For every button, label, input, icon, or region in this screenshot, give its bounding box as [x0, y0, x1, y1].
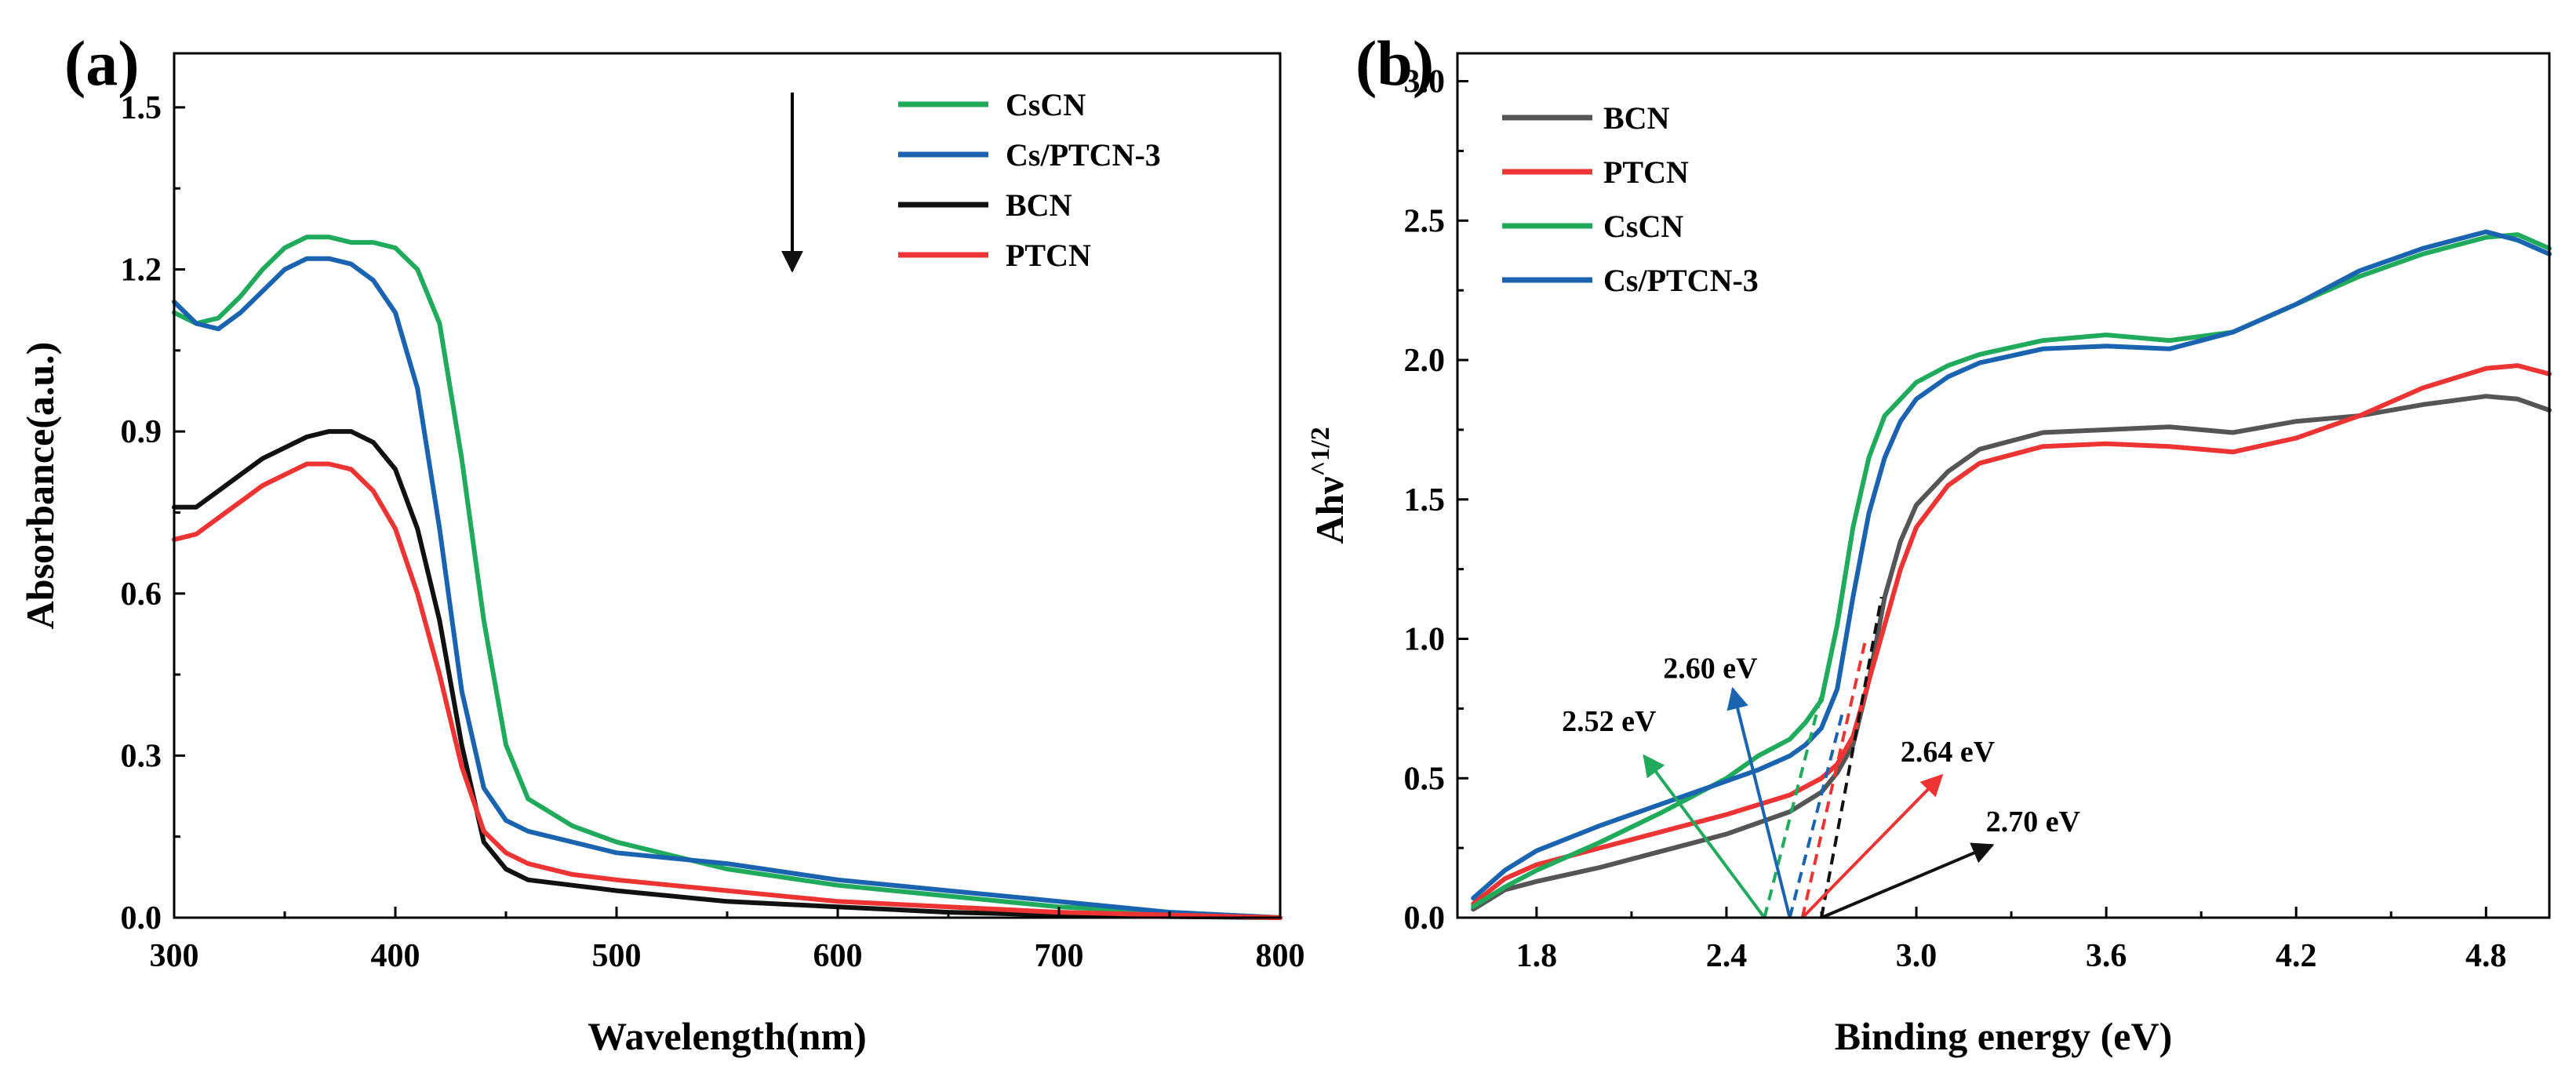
y-axis-title: Ahν^1/2	[1306, 427, 1352, 544]
annotation-label: 2.60 eV	[1663, 652, 1758, 685]
x-tick-label: 3.0	[1896, 938, 1937, 974]
series-line-ptcn	[172, 461, 1283, 920]
y-axis-title: Absorbance(a.u.)	[18, 342, 62, 630]
annotation-arrow	[1821, 842, 1995, 919]
plot-frame	[1456, 52, 2551, 919]
y-tick-label: 2.5	[1404, 203, 1446, 239]
x-tick-label: 800	[1256, 938, 1305, 974]
y-tick-label: 0.9	[121, 414, 162, 450]
y-tick-label: 1.2	[121, 253, 162, 289]
annotation-label: 2.52 eV	[1562, 705, 1657, 738]
y-tick-label: 0.0	[1404, 900, 1446, 936]
legend-label-cs-ptcn-3: Cs/PTCN-3	[1603, 263, 1759, 298]
x-tick-label: 2.4	[1706, 938, 1748, 974]
x-tick-label: 400	[371, 938, 420, 974]
series-line-bcn	[1471, 394, 2552, 912]
x-tick-label: 700	[1035, 938, 1084, 974]
chart-panel-b: 2.52 eV2.60 eV 2.64 eV 2.70 eV 1.8 2.4 3.0 3.6…	[1306, 27, 2552, 1058]
legend-label-cscn: CsCN	[1006, 87, 1086, 122]
y-tick-label: 2.0	[1404, 343, 1446, 379]
y-tick-label: 0.5	[1404, 761, 1446, 797]
annotation-arrow	[1726, 686, 1792, 918]
tangent-line-bcn	[1820, 596, 1883, 918]
legend-label-cscn: CsCN	[1603, 209, 1683, 244]
legend-label-ptcn: PTCN	[1006, 238, 1091, 273]
panel-label: (a)	[64, 27, 140, 99]
legend-label-ptcn: PTCN	[1603, 155, 1689, 190]
legend-label-bcn: BCN	[1006, 187, 1072, 223]
x-tick-label: 500	[592, 938, 642, 974]
y-tick-label: 1.5	[1404, 482, 1446, 518]
series-line-ptcn	[1471, 363, 2552, 907]
y-tick-label: 3.0	[1404, 64, 1446, 100]
annotation-label: 2.64 eV	[1901, 736, 1996, 769]
annotation-arrow	[1643, 754, 1766, 919]
legend-label-bcn: BCN	[1603, 100, 1670, 136]
series-line-cs-ptcn-3	[1471, 229, 2552, 901]
x-tick-label: 600	[813, 938, 863, 974]
annotation-arrow	[1801, 773, 1944, 919]
chart-panel-a: 300 400 500 600 700 800 0.0 0.3 0.6 0.9 1.2 1.5 Wave…	[18, 27, 1305, 1058]
annotation-label: 2.70 eV	[1986, 806, 2081, 838]
series-line-cs-ptcn-3	[172, 256, 1283, 920]
y-tick-label: 0.6	[121, 576, 162, 613]
x-axis-title: Wavelength(nm)	[588, 1014, 867, 1058]
panel-label: (b)	[1355, 27, 1434, 99]
y-tick-label: 0.0	[121, 900, 162, 936]
y-tick-label: 1.0	[1404, 622, 1446, 658]
x-tick-label: 4.8	[2465, 938, 2507, 974]
x-axis-title: Binding energy (eV)	[1835, 1014, 2173, 1058]
plot-frame	[173, 52, 1282, 919]
x-tick-label: 3.6	[2086, 938, 2127, 974]
y-tick-label: 1.5	[121, 90, 162, 126]
legend-label-cs-ptcn-3: Cs/PTCN-3	[1006, 137, 1161, 173]
tangent-line-ptcn	[1800, 638, 1868, 918]
series-line-cscn	[1471, 232, 2552, 909]
x-tick-label: 300	[150, 938, 199, 974]
x-tick-label: 4.2	[2276, 938, 2317, 974]
y-tick-label: 0.3	[121, 738, 162, 774]
tangent-line-cscn	[1763, 694, 1823, 918]
series-line-cscn	[172, 235, 1283, 920]
series-line-bcn	[172, 429, 1283, 920]
x-tick-label: 1.8	[1516, 938, 1558, 974]
tangent-line-cs-ptcn-3	[1788, 707, 1846, 918]
